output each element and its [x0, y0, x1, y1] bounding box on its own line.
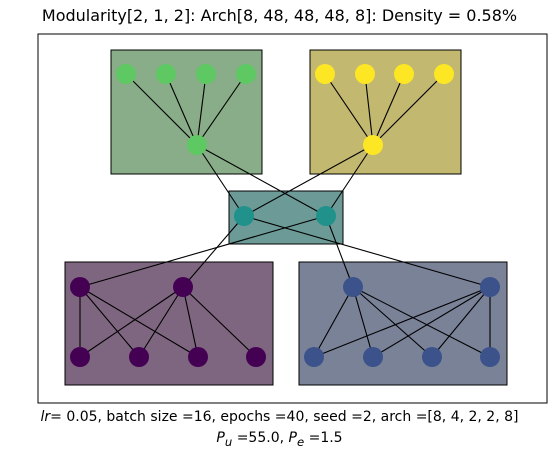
edge: [352, 286, 433, 358]
edge: [196, 144, 327, 217]
edge: [196, 144, 245, 217]
edge: [372, 73, 405, 146]
node: [188, 347, 208, 367]
pu-symbol: P: [216, 430, 225, 446]
edge: [182, 215, 245, 288]
edge: [313, 286, 491, 358]
edge: [364, 73, 374, 146]
node: [480, 347, 500, 367]
edge: [325, 215, 354, 288]
edge: [196, 73, 207, 146]
pe-symbol: P: [288, 430, 297, 446]
edge: [79, 286, 199, 358]
nodes: [70, 64, 500, 367]
node: [246, 347, 266, 367]
edge: [79, 286, 184, 358]
node: [394, 64, 414, 84]
edge: [182, 286, 257, 358]
node: [70, 347, 90, 367]
node: [363, 347, 383, 367]
edges: [79, 73, 491, 358]
figure-title: Modularity[2, 1, 2]: Arch[8, 48, 48, 48,…: [41, 6, 518, 25]
caption-hyperparameters: lr= 0.05, batch size =16, epochs =40, se…: [0, 408, 559, 426]
pe-value: =1.5: [304, 430, 343, 446]
module-box-bottom-left: [64, 261, 274, 386]
edge: [196, 73, 247, 146]
pe-subscript: e: [296, 434, 305, 449]
node: [355, 64, 375, 84]
edge: [324, 73, 374, 146]
edge: [372, 73, 445, 146]
node: [304, 347, 324, 367]
node: [343, 277, 363, 297]
node: [315, 64, 335, 84]
node: [173, 277, 193, 297]
edge: [182, 286, 199, 358]
edge: [352, 286, 374, 358]
caption-metrics: Pu =55.0, Pe =1.5: [0, 429, 559, 451]
node: [234, 206, 254, 226]
node: [156, 64, 176, 84]
node: [480, 277, 500, 297]
node: [129, 347, 149, 367]
edge: [325, 144, 374, 217]
node: [236, 64, 256, 84]
edge: [125, 73, 198, 146]
pu-value: =55.0,: [232, 430, 289, 446]
edge: [165, 73, 198, 146]
node: [187, 135, 207, 155]
node: [422, 347, 442, 367]
node: [116, 64, 136, 84]
edge: [431, 286, 491, 358]
edge: [313, 286, 354, 358]
edge: [352, 286, 491, 358]
edge: [138, 286, 184, 358]
hyperparameter-values: = 0.05, batch size =16, epochs =40, seed…: [50, 409, 519, 425]
pu-subscript: u: [224, 434, 233, 449]
node: [434, 64, 454, 84]
plot-frame: [37, 33, 548, 404]
edge: [372, 286, 491, 358]
edge: [79, 215, 327, 288]
node: [316, 206, 336, 226]
node: [363, 135, 383, 155]
lr-symbol: lr: [40, 409, 51, 425]
module-box-bottom-right: [298, 261, 508, 386]
node: [70, 277, 90, 297]
node: [196, 64, 216, 84]
edge: [243, 144, 374, 217]
edge: [79, 286, 140, 358]
